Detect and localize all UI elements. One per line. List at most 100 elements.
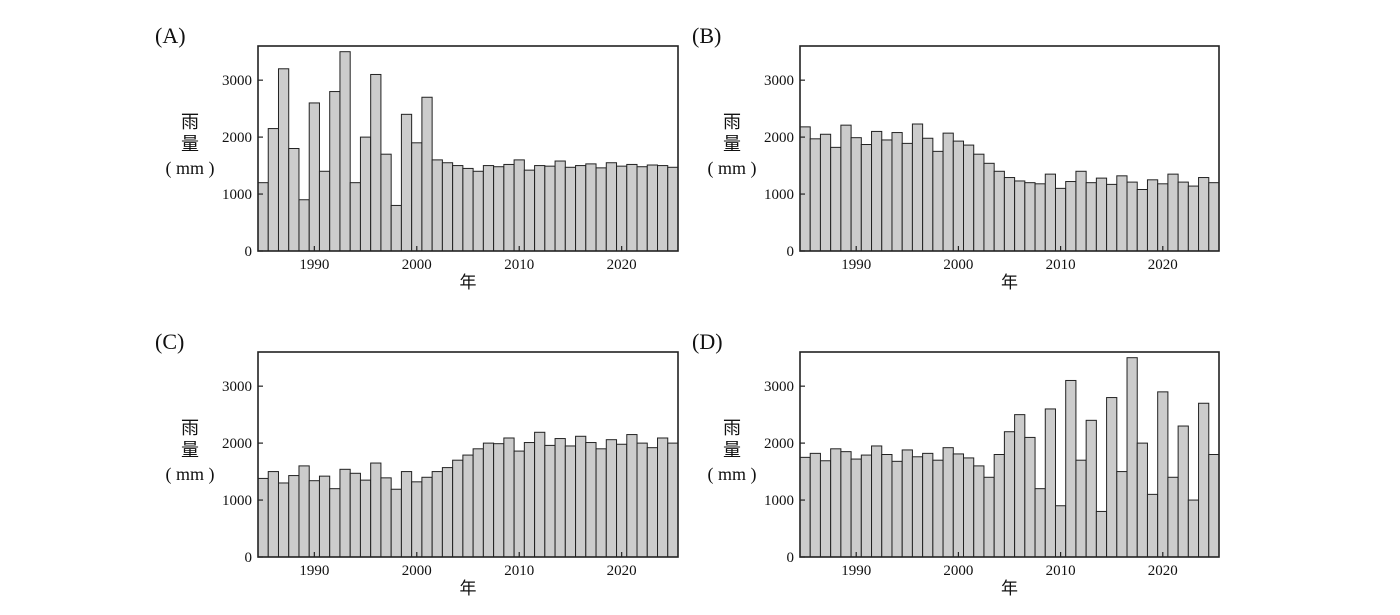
panel-b: (B) 0 1000 2000 3000 1990 2000 2010 2020 年 雨量 ( mm … bbox=[692, 23, 1220, 292]
bar-1995 bbox=[359, 479, 372, 558]
y-axis-label-line: 量 bbox=[723, 134, 741, 154]
bars bbox=[257, 51, 679, 252]
y-tick-label: 0 bbox=[245, 550, 253, 566]
bar-2008 bbox=[493, 166, 505, 252]
bar-1999 bbox=[942, 132, 954, 252]
bar-2007 bbox=[482, 442, 495, 558]
bar-1997 bbox=[380, 477, 392, 558]
bar-1999 bbox=[400, 471, 413, 558]
bar-2019 bbox=[605, 162, 618, 252]
y-tick-label: 3000 bbox=[222, 73, 252, 89]
x-tick-label: 1990 bbox=[841, 257, 871, 273]
y-tick-label: 1000 bbox=[764, 493, 794, 509]
bar-1985 bbox=[257, 182, 269, 252]
bar-2021 bbox=[626, 163, 638, 252]
bar-2013 bbox=[544, 165, 556, 252]
bar-2019 bbox=[605, 439, 618, 558]
bar-2010 bbox=[1054, 505, 1067, 558]
bar-2009 bbox=[503, 163, 515, 252]
bar-2006 bbox=[472, 448, 484, 558]
bar-2024 bbox=[657, 437, 669, 558]
y-tick-label: 2000 bbox=[764, 130, 794, 146]
x-tick-label: 2020 bbox=[607, 563, 637, 579]
bar-2003 bbox=[983, 476, 995, 558]
bar-2009 bbox=[1044, 173, 1056, 252]
bar-2009 bbox=[503, 437, 515, 558]
bar-2005 bbox=[462, 454, 474, 558]
bar-2016 bbox=[1116, 471, 1128, 558]
bar-1987 bbox=[277, 482, 290, 558]
bar-2015 bbox=[1106, 397, 1118, 558]
bar-2001 bbox=[421, 476, 433, 558]
bar-2020 bbox=[616, 165, 628, 252]
bar-2002 bbox=[973, 465, 985, 558]
bar-2025 bbox=[1208, 454, 1220, 558]
y-axis-label-line: 量 bbox=[723, 440, 741, 460]
bar-1992 bbox=[329, 91, 341, 252]
bar-2009 bbox=[1044, 408, 1056, 558]
bar-2023 bbox=[1187, 499, 1200, 558]
bar-2017 bbox=[585, 163, 597, 252]
bar-1998 bbox=[390, 488, 402, 558]
bar-1990 bbox=[850, 458, 862, 558]
bar-1994 bbox=[891, 132, 903, 252]
bar-1997 bbox=[380, 153, 392, 252]
x-tick-label: 2000 bbox=[943, 257, 973, 273]
bar-2020 bbox=[616, 443, 628, 558]
bar-1991 bbox=[318, 170, 331, 252]
bar-1989 bbox=[298, 199, 310, 252]
bar-2015 bbox=[1106, 183, 1118, 252]
bar-2020 bbox=[1157, 183, 1169, 252]
bar-1987 bbox=[819, 133, 832, 252]
bar-1993 bbox=[339, 468, 351, 558]
bar-2001 bbox=[963, 144, 975, 252]
y-axis-label-line: ( mm ) bbox=[166, 158, 215, 179]
bar-2018 bbox=[1136, 189, 1148, 252]
bar-2022 bbox=[636, 442, 648, 558]
bar-2023 bbox=[1187, 185, 1200, 252]
bar-2014 bbox=[1095, 510, 1108, 558]
bars bbox=[799, 357, 1220, 558]
x-axis-label: 年 bbox=[460, 579, 477, 598]
bar-1988 bbox=[288, 148, 300, 252]
bar-2004 bbox=[452, 165, 464, 252]
bar-2014 bbox=[554, 438, 566, 558]
bar-2013 bbox=[1085, 419, 1097, 558]
bar-2005 bbox=[1003, 177, 1016, 252]
y-axis-label-line: 雨 bbox=[181, 418, 199, 438]
panel-c: (C) 0 1000 2000 3000 1990 2000 2010 2020 年 雨量 ( mm … bbox=[155, 329, 679, 598]
bar-2014 bbox=[554, 160, 566, 252]
bar-2003 bbox=[441, 162, 454, 252]
bar-1996 bbox=[911, 456, 924, 558]
bar-1987 bbox=[819, 460, 832, 558]
bar-2012 bbox=[534, 165, 546, 252]
bar-2006 bbox=[1014, 180, 1026, 252]
bar-1997 bbox=[922, 137, 934, 252]
x-tick-label: 1990 bbox=[299, 563, 329, 579]
bar-1986 bbox=[809, 452, 821, 558]
bar-2008 bbox=[1034, 488, 1046, 558]
bar-2014 bbox=[1095, 177, 1108, 252]
bars bbox=[799, 123, 1220, 252]
bar-2019 bbox=[1146, 179, 1159, 252]
bar-1996 bbox=[370, 73, 382, 252]
y-tick-label: 1000 bbox=[222, 493, 252, 509]
x-tick-label: 2010 bbox=[504, 257, 534, 273]
x-tick-label: 2020 bbox=[607, 257, 637, 273]
bar-1994 bbox=[349, 182, 361, 252]
bar-2006 bbox=[1014, 414, 1026, 558]
y-axis-label-line: ( mm ) bbox=[708, 158, 757, 179]
bar-2007 bbox=[1024, 436, 1036, 558]
x-tick-label: 2000 bbox=[943, 563, 973, 579]
bar-1987 bbox=[277, 68, 290, 252]
y-axis-label-line: 量 bbox=[181, 440, 199, 460]
bar-2017 bbox=[585, 442, 597, 558]
y-tick-label: 3000 bbox=[222, 379, 252, 395]
bar-2005 bbox=[462, 167, 474, 252]
bar-1992 bbox=[329, 488, 341, 558]
bar-2007 bbox=[482, 165, 495, 252]
bar-2003 bbox=[441, 467, 454, 558]
bars bbox=[257, 431, 679, 558]
plot-frame bbox=[257, 45, 679, 252]
bar-2010 bbox=[513, 159, 525, 252]
